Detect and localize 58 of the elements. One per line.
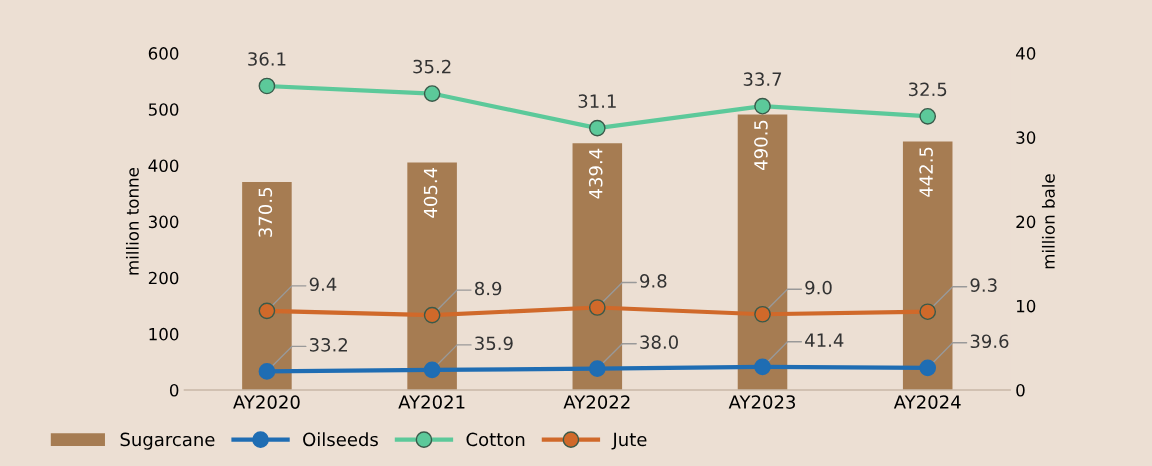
data-label: 8.9 (475, 281, 502, 296)
bar (902, 141, 953, 391)
y2-tick-label: 10 (1017, 299, 1036, 313)
x-tick-label: AY2023 (728, 395, 796, 409)
legend-label: Cotton (466, 432, 525, 447)
y-tick-label: 200 (148, 271, 179, 285)
data-label: 36.1 (248, 52, 286, 66)
point (423, 306, 441, 324)
data-label: 405.4 (423, 167, 438, 218)
data-label: 9.8 (640, 274, 667, 288)
y2-tick-label: 40 (1015, 47, 1036, 60)
data-label: 442.5 (919, 147, 933, 197)
y-tick-label: 300 (148, 215, 179, 229)
x-tick-label: AY2024 (893, 395, 961, 409)
bar (242, 182, 292, 391)
y2-tick-label: 30 (1016, 131, 1036, 144)
data-label: 490.5 (754, 120, 768, 170)
legend-label: Oilseeds (303, 432, 378, 447)
y-tick-label: 100 (149, 327, 179, 341)
data-label: 9.4 (309, 277, 337, 292)
point (423, 85, 441, 102)
legend-label: Sugarcane (120, 432, 215, 450)
y-tick-label: 500 (148, 103, 179, 116)
data-label: 32.5 (908, 82, 947, 97)
data-label: 33.2 (309, 337, 347, 352)
x-tick-label: AY2022 (563, 395, 630, 409)
y-tick-label: 600 (148, 47, 179, 60)
data-label: 9.3 (970, 278, 997, 292)
y2-tick-label: 0 (1016, 384, 1025, 397)
data-label: 35.9 (475, 336, 513, 351)
data-label: 31.1 (578, 94, 616, 108)
y-tick-label: 0 (169, 384, 179, 397)
data-label: 9.0 (805, 280, 832, 295)
point (754, 305, 771, 323)
y2-tick-label: 20 (1016, 215, 1036, 229)
point (754, 97, 771, 115)
x-tick-label: AY2021 (398, 395, 465, 409)
data-label: 370.5 (258, 188, 273, 237)
bar (572, 143, 623, 391)
point (258, 302, 276, 320)
y-axis-title: million tonne (125, 168, 139, 275)
point (919, 107, 937, 125)
data-label: 38.0 (640, 335, 678, 349)
point (588, 119, 606, 137)
x-tick-label: AY2020 (233, 395, 300, 409)
point (588, 299, 606, 316)
y-tick-label: 400 (148, 159, 179, 172)
point (258, 77, 276, 95)
data-label: 439.4 (588, 148, 603, 199)
data-label: 33.7 (743, 72, 782, 87)
legend-label: Jute (611, 432, 647, 450)
y2-axis-title: million bale (1041, 174, 1055, 269)
data-label: 39.6 (970, 334, 1009, 349)
point (919, 303, 937, 321)
bar (407, 162, 457, 391)
bar (737, 114, 788, 391)
data-label: 41.4 (805, 333, 844, 347)
data-label: 35.2 (413, 59, 451, 74)
